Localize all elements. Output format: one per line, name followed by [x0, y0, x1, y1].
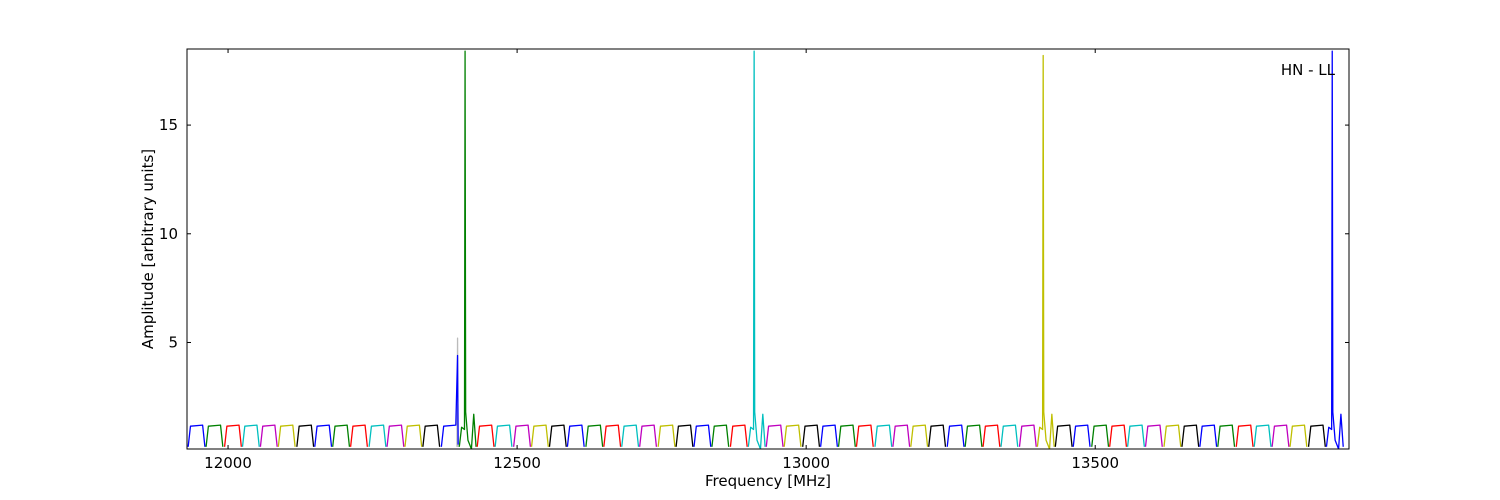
series-line	[368, 424, 387, 447]
series-line	[910, 424, 929, 447]
series-line	[512, 424, 532, 447]
series-line	[1217, 424, 1236, 447]
series-line	[892, 424, 911, 447]
series-line	[1018, 424, 1037, 447]
series-line	[1036, 54, 1055, 449]
series-line	[603, 424, 622, 447]
series-line	[187, 424, 206, 447]
series-line	[458, 50, 477, 449]
y-tick-label: 5	[168, 333, 178, 351]
x-axis-label: Frequency [MHz]	[705, 472, 831, 490]
y-tick-label: 15	[159, 116, 178, 134]
series-line	[1199, 424, 1218, 447]
series-line	[223, 424, 242, 447]
series-line	[241, 424, 260, 447]
x-tick-label: 13000	[782, 454, 830, 472]
series-line	[765, 424, 784, 447]
series-line	[314, 424, 333, 447]
series-line	[1000, 424, 1019, 447]
series-line	[802, 424, 821, 447]
series-line	[837, 424, 856, 447]
series-line	[621, 424, 640, 447]
series-line	[1325, 50, 1344, 449]
series-line	[349, 424, 369, 447]
series-line	[783, 424, 802, 447]
series-line	[530, 424, 549, 447]
series-line	[585, 424, 604, 447]
series-line	[1271, 424, 1290, 447]
series-line	[386, 424, 405, 447]
series-line	[819, 424, 839, 447]
series-line	[1126, 424, 1145, 447]
series-line	[259, 424, 278, 447]
y-axis-label: Amplitude [arbitrary units]	[139, 149, 157, 349]
series-line	[657, 424, 676, 447]
series-line	[548, 424, 567, 447]
series-line	[404, 424, 423, 447]
series-line	[1144, 424, 1163, 447]
series-line	[1289, 424, 1308, 447]
series-line	[1163, 424, 1182, 447]
series-line	[639, 424, 658, 447]
series-line	[494, 424, 513, 447]
series-line	[1181, 424, 1200, 447]
series-line	[1072, 424, 1091, 447]
x-tick-label: 12500	[493, 454, 541, 472]
series-line	[1054, 424, 1073, 447]
x-tick-label: 13500	[1071, 454, 1119, 472]
series-line	[277, 424, 296, 447]
series-line	[422, 424, 441, 447]
axes: 12000 12500 13000 13500 5 10 15	[159, 49, 1349, 472]
series-line	[332, 424, 351, 447]
plot-lines	[187, 50, 1344, 449]
series-line	[476, 424, 495, 447]
series-line	[675, 424, 694, 447]
x-tick-label: 12000	[204, 454, 252, 472]
series-line	[1307, 424, 1326, 447]
series-line	[296, 424, 315, 447]
series-line	[964, 424, 983, 447]
series-line	[1253, 424, 1272, 447]
series-line	[205, 424, 224, 447]
series-line	[711, 424, 730, 447]
y-tick-label: 10	[159, 225, 178, 243]
series-line	[855, 424, 874, 447]
series-line	[747, 50, 766, 449]
plot-frame	[186, 48, 1350, 450]
series-line	[1109, 424, 1128, 447]
series-line	[729, 424, 748, 447]
series-line	[440, 354, 459, 447]
annotation: HN - LL	[1281, 61, 1336, 79]
series-line	[874, 424, 893, 447]
series-line	[928, 424, 947, 447]
series-line	[693, 424, 712, 447]
series-line	[982, 424, 1001, 447]
series-line	[1235, 424, 1254, 447]
series-line	[566, 424, 585, 447]
series-line	[946, 424, 965, 447]
series-line	[1091, 424, 1110, 447]
